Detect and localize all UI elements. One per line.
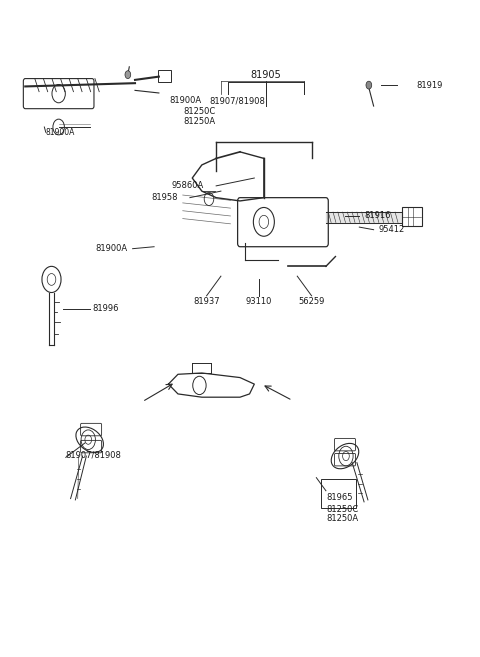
Text: 81919: 81919 bbox=[417, 81, 443, 89]
Text: 56259: 56259 bbox=[299, 297, 325, 306]
Text: 81250C: 81250C bbox=[183, 107, 216, 116]
Text: 81250C: 81250C bbox=[326, 505, 358, 514]
Text: 81250A: 81250A bbox=[326, 514, 358, 523]
Text: 95860A: 95860A bbox=[172, 181, 204, 191]
Text: 81250A: 81250A bbox=[183, 116, 216, 125]
Text: 81996: 81996 bbox=[92, 304, 119, 313]
Circle shape bbox=[366, 81, 372, 89]
Text: 93110: 93110 bbox=[246, 297, 272, 306]
Text: 81965: 81965 bbox=[326, 493, 352, 503]
Text: 81905: 81905 bbox=[251, 70, 282, 80]
Circle shape bbox=[125, 71, 131, 79]
Text: 81900A: 81900A bbox=[96, 244, 128, 253]
Text: 81907/81908: 81907/81908 bbox=[66, 450, 122, 459]
Text: 81907/81908: 81907/81908 bbox=[210, 97, 265, 105]
Text: 81937: 81937 bbox=[193, 297, 220, 306]
Text: 81958: 81958 bbox=[152, 193, 178, 202]
Text: 81916: 81916 bbox=[364, 212, 391, 221]
Text: 95412: 95412 bbox=[378, 225, 405, 234]
Text: 81900A: 81900A bbox=[46, 127, 75, 137]
Text: 81900A: 81900A bbox=[169, 97, 201, 105]
